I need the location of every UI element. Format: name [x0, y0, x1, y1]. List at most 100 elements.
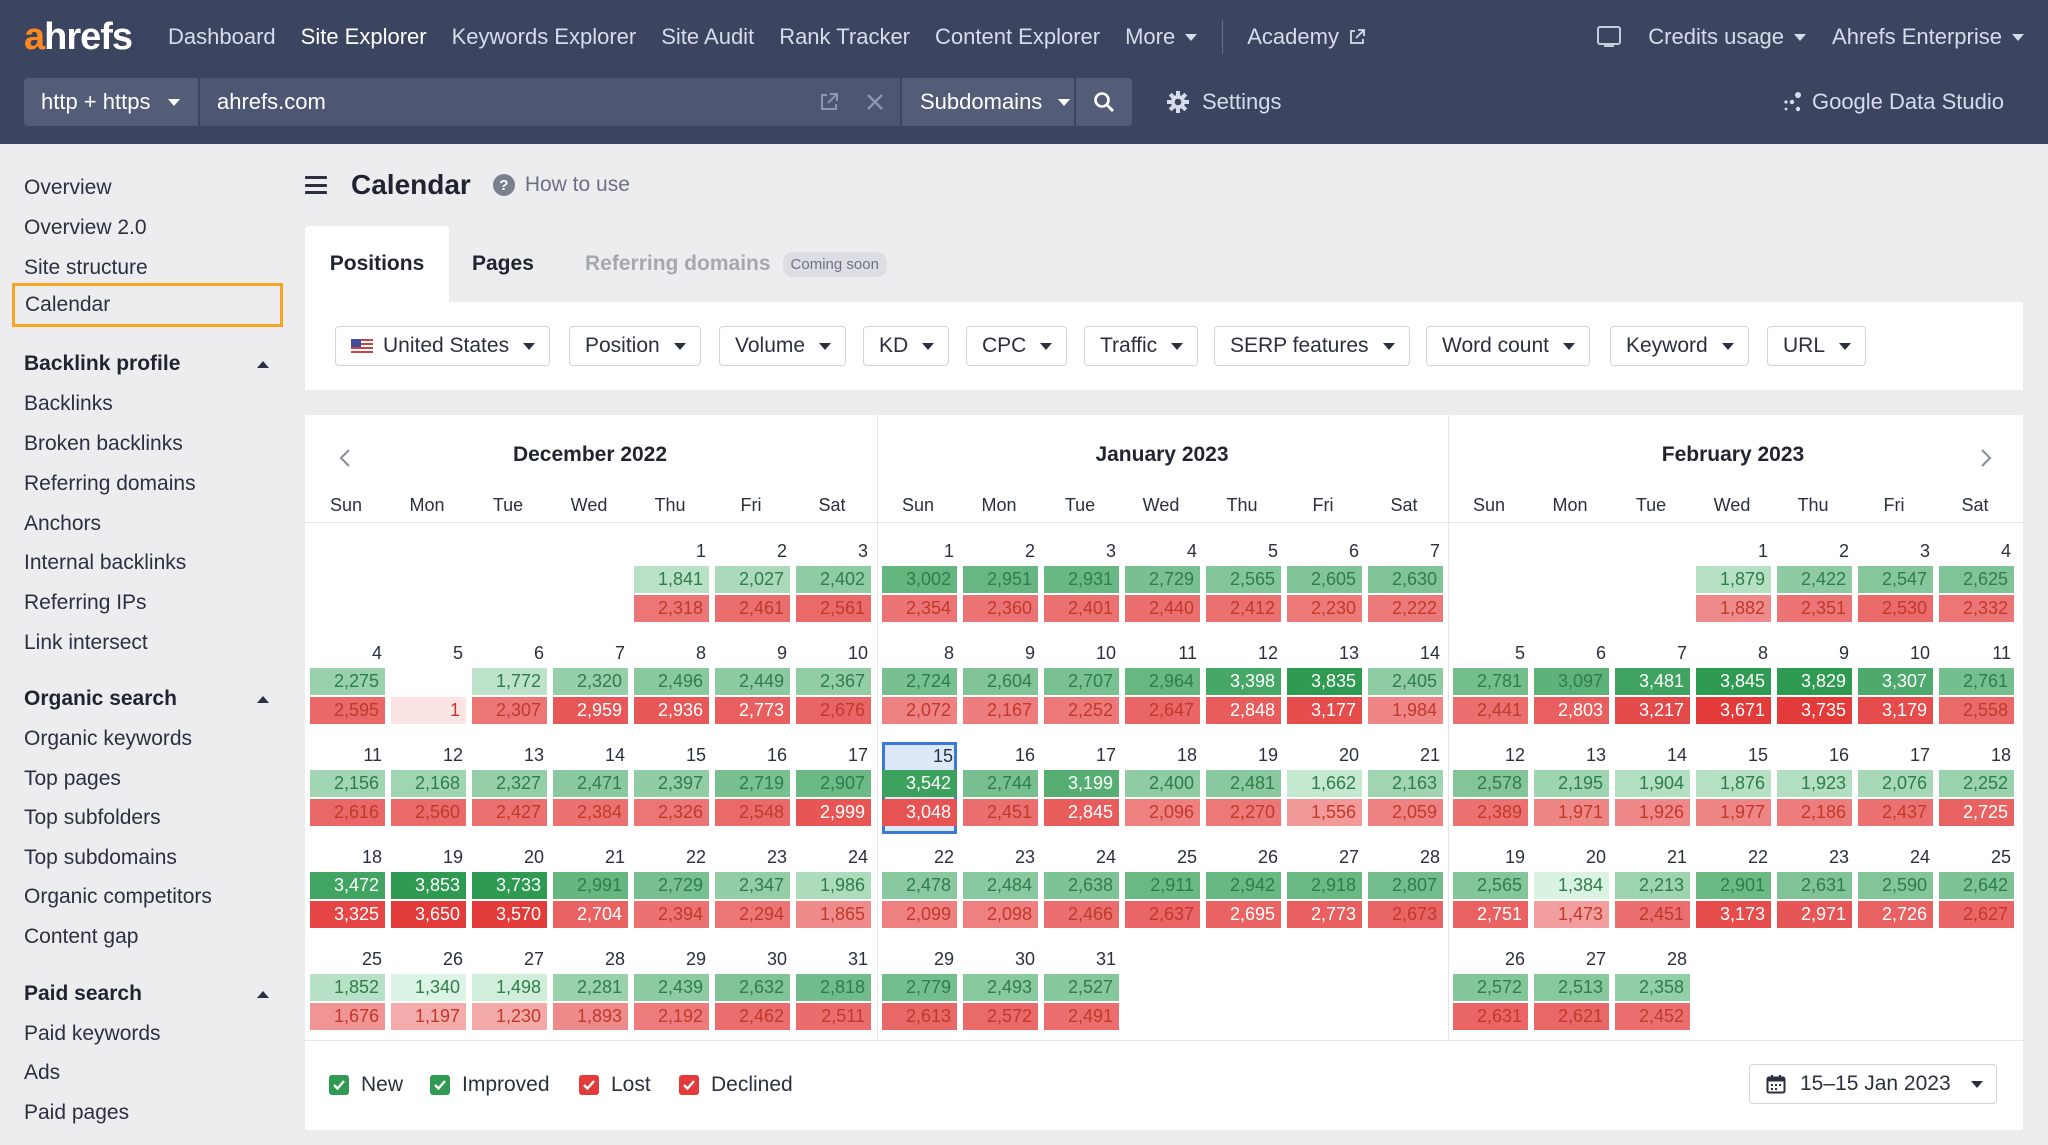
- calendar-day[interactable]: 23 2,347 2,294: [715, 844, 790, 936]
- sidebar-item-top-subfolders[interactable]: Top subfolders: [24, 806, 161, 829]
- url-filter[interactable]: URL: [1767, 326, 1867, 366]
- legend-new[interactable]: New: [329, 1073, 403, 1097]
- cpc-filter[interactable]: CPC: [966, 326, 1068, 366]
- clear-icon[interactable]: [864, 91, 886, 113]
- calendar-day[interactable]: 12 2,578 2,389: [1453, 742, 1528, 834]
- sidebar-item-calendar[interactable]: Calendar: [12, 283, 283, 327]
- calendar-day[interactable]: 26 1,340 1,197: [391, 946, 466, 1038]
- calendar-day[interactable]: 7 3,481 3,217: [1615, 640, 1690, 732]
- calendar-day[interactable]: 16 2,719 2,548: [715, 742, 790, 834]
- calendar-day[interactable]: 27 2,918 2,773: [1287, 844, 1362, 936]
- menu-icon[interactable]: [305, 176, 327, 194]
- calendar-day[interactable]: 6 1,772 2,307: [472, 640, 547, 732]
- calendar-day[interactable]: 5 2,565 2,412: [1206, 538, 1281, 630]
- calendar-day[interactable]: 26 2,572 2,631: [1453, 946, 1528, 1038]
- calendar-day[interactable]: 7 2,630 2,222: [1368, 538, 1443, 630]
- sidebar-item-paid-keywords[interactable]: Paid keywords: [24, 1022, 161, 1045]
- calendar-day[interactable]: 28 2,807 2,673: [1368, 844, 1443, 936]
- calendar-day[interactable]: 15 2,397 2,326: [634, 742, 709, 834]
- country-filter[interactable]: United States: [335, 326, 551, 366]
- calendar-day[interactable]: 22 2,729 2,394: [634, 844, 709, 936]
- monitor-icon[interactable]: [1596, 26, 1622, 48]
- protocol-select[interactable]: http + https: [24, 78, 198, 126]
- nav-academy[interactable]: Academy: [1247, 24, 1365, 50]
- calendar-day[interactable]: 18 2,400 2,096: [1125, 742, 1200, 834]
- calendar-day[interactable]: 11 2,964 2,647: [1125, 640, 1200, 732]
- sidebar-item-content-gap[interactable]: Content gap: [24, 925, 139, 948]
- sidebar-item-top-subdomains[interactable]: Top subdomains: [24, 846, 177, 869]
- tab-positions[interactable]: Positions: [305, 226, 449, 302]
- calendar-day[interactable]: 15 3,542 3,048: [882, 742, 957, 834]
- calendar-day[interactable]: 12 2,168 2,560: [391, 742, 466, 834]
- sidebar-item-backlinks[interactable]: Backlinks: [24, 392, 113, 415]
- calendar-day[interactable]: 1 3,002 2,354: [882, 538, 957, 630]
- volume-filter[interactable]: Volume: [719, 326, 847, 366]
- nav-site-explorer[interactable]: Site Explorer: [300, 24, 427, 49]
- sidebar-item-broken-backlinks[interactable]: Broken backlinks: [24, 432, 183, 455]
- calendar-day[interactable]: 18 2,252 2,725: [1939, 742, 2014, 834]
- calendar-day[interactable]: 20 1,662 1,556: [1287, 742, 1362, 834]
- calendar-day[interactable]: 30 2,493 2,572: [963, 946, 1038, 1038]
- calendar-day[interactable]: 14 2,471 2,384: [553, 742, 628, 834]
- legend-declined[interactable]: Declined: [679, 1073, 793, 1097]
- search-button[interactable]: [1076, 78, 1132, 126]
- settings-button[interactable]: Settings: [1166, 78, 1282, 126]
- nav-rank-tracker[interactable]: Rank Tracker: [779, 24, 911, 49]
- calendar-day[interactable]: 24 2,638 2,466: [1044, 844, 1119, 936]
- calendar-day[interactable]: 25 2,911 2,637: [1125, 844, 1200, 936]
- calendar-day[interactable]: 4 2,625 2,332: [1939, 538, 2014, 630]
- calendar-day[interactable]: 4 2,729 2,440: [1125, 538, 1200, 630]
- calendar-day[interactable]: 3 2,547 2,530: [1858, 538, 1933, 630]
- sidebar-item-anchors[interactable]: Anchors: [24, 512, 102, 535]
- open-link-icon[interactable]: [818, 91, 840, 113]
- tab-pages[interactable]: Pages: [472, 252, 534, 275]
- calendar-day[interactable]: 20 1,384 1,473: [1534, 844, 1609, 936]
- ahrefs-logo[interactable]: ahrefs: [24, 12, 133, 62]
- calendar-day[interactable]: 9 2,604 2,167: [963, 640, 1038, 732]
- calendar-day[interactable]: 25 2,642 2,627: [1939, 844, 2014, 936]
- calendar-day[interactable]: 12 3,398 2,848: [1206, 640, 1281, 732]
- calendar-day[interactable]: 6 3,097 2,803: [1534, 640, 1609, 732]
- chevron-left-icon[interactable]: [331, 443, 361, 473]
- calendar-day[interactable]: 27 1,498 1,230: [472, 946, 547, 1038]
- sidebar-item-overview[interactable]: Overview: [24, 176, 112, 199]
- calendar-day[interactable]: 8 3,845 3,671: [1696, 640, 1771, 732]
- calendar-day[interactable]: 14 2,405 1,984: [1368, 640, 1443, 732]
- section-paid-search[interactable]: Paid search: [24, 982, 269, 1006]
- calendar-day[interactable]: 28 2,358 2,452: [1615, 946, 1690, 1038]
- calendar-day[interactable]: 28 2,281 1,893: [553, 946, 628, 1038]
- calendar-day[interactable]: 16 1,923 2,186: [1777, 742, 1852, 834]
- calendar-day[interactable]: 30 2,632 2,462: [715, 946, 790, 1038]
- calendar-day[interactable]: 16 2,744 2,451: [963, 742, 1038, 834]
- traffic-filter[interactable]: Traffic: [1084, 326, 1199, 366]
- calendar-day[interactable]: 1 1,841 2,318: [634, 538, 709, 630]
- calendar-day[interactable]: 2 2,422 2,351: [1777, 538, 1852, 630]
- how-to-use-link[interactable]: ? How to use: [492, 173, 630, 197]
- calendar-day[interactable]: 13 3,835 3,177: [1287, 640, 1362, 732]
- calendar-day[interactable]: 22 2,901 3,173: [1696, 844, 1771, 936]
- kd-filter[interactable]: KD: [863, 326, 950, 366]
- position-filter[interactable]: Position: [569, 326, 701, 366]
- calendar-day[interactable]: 22 2,478 2,099: [882, 844, 957, 936]
- calendar-day[interactable]: 11 2,761 2,558: [1939, 640, 2014, 732]
- sidebar-item-internal-backlinks[interactable]: Internal backlinks: [24, 551, 187, 574]
- account-menu[interactable]: Ahrefs Enterprise: [1832, 24, 2024, 50]
- calendar-day[interactable]: 19 2,481 2,270: [1206, 742, 1281, 834]
- sidebar-item-referring-domains[interactable]: Referring domains: [24, 472, 196, 495]
- calendar-day[interactable]: 17 2,907 2,999: [796, 742, 871, 834]
- calendar-day[interactable]: 3 2,931 2,401: [1044, 538, 1119, 630]
- date-range-picker[interactable]: 15–15 Jan 2023: [1749, 1064, 1997, 1104]
- calendar-day[interactable]: 26 2,942 2,695: [1206, 844, 1281, 936]
- calendar-day[interactable]: 2 2,027 2,461: [715, 538, 790, 630]
- calendar-day[interactable]: 31 2,527 2,491: [1044, 946, 1119, 1038]
- nav-dashboard[interactable]: Dashboard: [168, 24, 276, 49]
- sidebar-item-ads[interactable]: Ads: [24, 1061, 61, 1084]
- calendar-day[interactable]: 17 2,076 2,437: [1858, 742, 1933, 834]
- calendar-day[interactable]: 7 2,320 2,959: [553, 640, 628, 732]
- sidebar-item-link-intersect[interactable]: Link intersect: [24, 631, 148, 654]
- chevron-right-icon[interactable]: [1970, 443, 2000, 473]
- calendar-day[interactable]: 17 3,199 2,845: [1044, 742, 1119, 834]
- url-input[interactable]: ahrefs.com: [200, 78, 900, 126]
- google-data-studio-link[interactable]: Google Data Studio: [1780, 78, 2004, 126]
